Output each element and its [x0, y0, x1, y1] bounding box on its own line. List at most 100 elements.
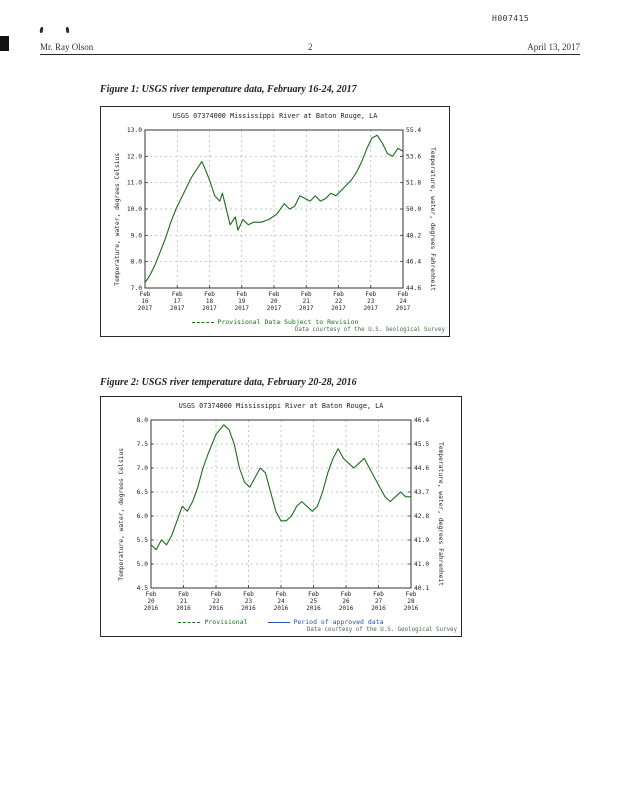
- svg-text:Feb: Feb: [308, 591, 319, 598]
- svg-text:Feb: Feb: [243, 591, 254, 598]
- svg-text:4.5: 4.5: [137, 585, 149, 592]
- svg-text:2016: 2016: [241, 605, 256, 612]
- svg-text:17: 17: [174, 298, 182, 305]
- svg-text:21: 21: [303, 298, 311, 305]
- svg-text:46.4: 46.4: [414, 417, 429, 424]
- legend-line-sample: [191, 321, 214, 323]
- y-axis-label-fahrenheit: Temperature, water, degrees Fahrenheit: [429, 146, 436, 292]
- plot-area-figure2: 4.5 5.0 5.5 6.0 6.5 7.0 7.5 8.0 40.1 41.0 41.9 42.8…: [137, 417, 430, 612]
- svg-text:41.9: 41.9: [414, 537, 429, 544]
- svg-text:43.7: 43.7: [414, 489, 429, 496]
- svg-text:2017: 2017: [235, 305, 250, 312]
- svg-text:46.4: 46.4: [406, 259, 421, 266]
- svg-text:Feb: Feb: [146, 591, 157, 598]
- svg-text:Feb: Feb: [172, 291, 183, 298]
- svg-text:2017: 2017: [202, 305, 217, 312]
- svg-text:2017: 2017: [331, 305, 346, 312]
- svg-text:19: 19: [238, 298, 246, 305]
- page-header: Mr. Ray Olson 2 April 13, 2017: [40, 42, 580, 55]
- legend-line-sample: [178, 621, 201, 623]
- svg-text:Feb: Feb: [333, 291, 344, 298]
- y-axis-label-fahrenheit: Temperature, water, degrees Fahrenheit: [437, 441, 444, 587]
- chart-title: USGS 07374000 Mississippi River at Baton…: [172, 112, 378, 120]
- svg-text:24: 24: [277, 598, 285, 605]
- document-id: H007415: [492, 14, 530, 23]
- svg-text:21: 21: [180, 598, 188, 605]
- legend-item: Period of approved data: [267, 618, 384, 626]
- svg-text:28: 28: [407, 598, 415, 605]
- svg-text:44.6: 44.6: [406, 285, 421, 292]
- svg-text:2016: 2016: [371, 605, 386, 612]
- y-axis-label-celsius: Temperature, water, degrees Celsius: [118, 447, 125, 581]
- svg-text:8.0: 8.0: [131, 259, 143, 266]
- legend-label: Period of approved data: [293, 618, 384, 626]
- svg-text:Feb: Feb: [365, 291, 376, 298]
- legend-label: Provisional: [204, 618, 248, 626]
- svg-text:Feb: Feb: [341, 591, 352, 598]
- y-axis-label-celsius: Temperature, water, degrees Celsius: [114, 152, 121, 286]
- scan-speck: [65, 26, 70, 34]
- svg-text:Feb: Feb: [178, 591, 189, 598]
- svg-text:23: 23: [245, 598, 253, 605]
- svg-text:Feb: Feb: [236, 291, 247, 298]
- svg-text:10.0: 10.0: [127, 206, 142, 213]
- header-date: April 13, 2017: [527, 42, 580, 52]
- svg-text:48.2: 48.2: [406, 232, 421, 239]
- svg-text:Feb: Feb: [373, 591, 384, 598]
- svg-text:7.5: 7.5: [137, 441, 149, 448]
- svg-text:5.5: 5.5: [137, 537, 149, 544]
- svg-text:2016: 2016: [404, 605, 419, 612]
- svg-text:9.0: 9.0: [131, 232, 143, 239]
- svg-text:44.6: 44.6: [414, 465, 429, 472]
- svg-text:24: 24: [399, 298, 407, 305]
- svg-text:5.0: 5.0: [137, 561, 149, 568]
- chart-legend: Provisional Data Subject to Revision: [191, 318, 359, 326]
- svg-text:50.0: 50.0: [406, 206, 421, 213]
- svg-text:Feb: Feb: [406, 591, 417, 598]
- svg-text:Feb: Feb: [204, 291, 215, 298]
- svg-text:2016: 2016: [176, 605, 191, 612]
- svg-text:Feb: Feb: [276, 591, 287, 598]
- svg-text:Feb: Feb: [211, 591, 222, 598]
- svg-text:51.8: 51.8: [406, 180, 421, 187]
- svg-text:11.0: 11.0: [127, 180, 142, 187]
- scan-speck: [39, 26, 44, 34]
- svg-text:13.0: 13.0: [127, 127, 142, 134]
- svg-text:Feb: Feb: [269, 291, 280, 298]
- legend-label: Provisional Data Subject to Revision: [217, 318, 359, 326]
- legend-item: Provisional Data Subject to Revision: [191, 318, 359, 326]
- chart-plot-row: Temperature, water, degrees Celsius 4.5 5…: [118, 412, 444, 616]
- svg-text:16: 16: [141, 298, 149, 305]
- svg-text:2017: 2017: [396, 305, 411, 312]
- svg-text:2017: 2017: [267, 305, 282, 312]
- svg-text:2017: 2017: [170, 305, 185, 312]
- figure2-chart: USGS 07374000 Mississippi River at Baton…: [100, 396, 462, 637]
- svg-text:2016: 2016: [209, 605, 224, 612]
- chart-plot-row: Temperature, water, degrees Celsius 7.0 8…: [114, 122, 436, 316]
- svg-text:53.6: 53.6: [406, 153, 421, 160]
- legend-item: Provisional: [178, 618, 248, 626]
- header-recipient: Mr. Ray Olson: [40, 42, 94, 52]
- svg-text:Feb: Feb: [398, 291, 409, 298]
- svg-text:23: 23: [367, 298, 375, 305]
- svg-text:2017: 2017: [299, 305, 314, 312]
- svg-text:42.8: 42.8: [414, 513, 429, 520]
- svg-text:27: 27: [375, 598, 383, 605]
- chart-legend: Provisional Period of approved data: [178, 618, 384, 626]
- svg-text:8.0: 8.0: [137, 417, 149, 424]
- figure1-chart: USGS 07374000 Mississippi River at Baton…: [100, 106, 450, 337]
- svg-text:22: 22: [335, 298, 343, 305]
- svg-text:2017: 2017: [364, 305, 379, 312]
- svg-text:Feb: Feb: [140, 291, 151, 298]
- plot-area-figure1: 7.0 8.0 9.0 10.0 11.0 12.0 13.0 44.6 46.4 48.2 50.…: [127, 127, 422, 312]
- chart-title: USGS 07374000 Mississippi River at Baton…: [178, 402, 384, 410]
- svg-text:55.4: 55.4: [406, 127, 421, 134]
- svg-text:25: 25: [310, 598, 318, 605]
- header-page-number: 2: [308, 42, 313, 52]
- svg-text:41.0: 41.0: [414, 561, 429, 568]
- scan-artifact-bar: [0, 36, 9, 51]
- svg-text:2016: 2016: [274, 605, 289, 612]
- data-courtesy-note: Data courtesy of the U.S. Geological Sur…: [306, 627, 457, 633]
- svg-text:7.0: 7.0: [137, 465, 149, 472]
